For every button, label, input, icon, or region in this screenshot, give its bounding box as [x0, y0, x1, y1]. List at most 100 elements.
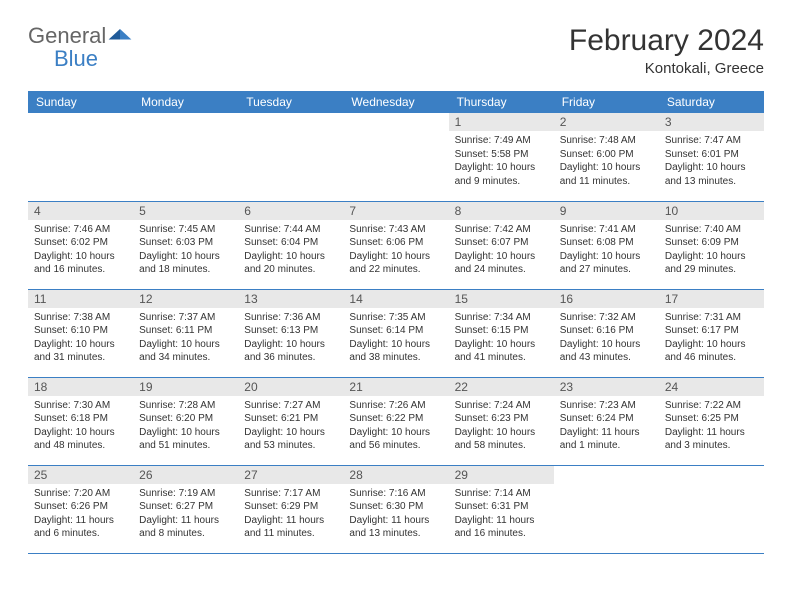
sunrise-text: Sunrise: 7:17 AM — [244, 487, 337, 501]
header: GeneralBlue February 2024 Kontokali, Gre… — [28, 24, 764, 77]
calendar-cell — [133, 113, 238, 201]
calendar-cell: 19Sunrise: 7:28 AMSunset: 6:20 PMDayligh… — [133, 377, 238, 465]
sunset-text: Sunset: 6:29 PM — [244, 500, 337, 514]
sunset-text: Sunset: 6:01 PM — [665, 148, 758, 162]
calendar-cell: 13 Sunrise: 7:36 AMSunset: 6:13 PMDayligh… — [238, 289, 343, 377]
sunset-text: Sunset: 6:22 PM — [349, 412, 442, 426]
day-number — [28, 113, 133, 117]
calendar-cell: 15Sunrise: 7:34 AMSunset: 6:15 PMDayligh… — [449, 289, 554, 377]
sunrise-text: Sunrise: 7:35 AM — [349, 311, 442, 325]
day-number: 18 — [28, 378, 133, 396]
calendar-row: 25Sunrise: 7:20 AMSunset: 6:26 PMDayligh… — [28, 465, 764, 553]
col-saturday: Saturday — [659, 91, 764, 113]
sunrise-text: Sunrise: 7:23 AM — [560, 399, 653, 413]
day-number: 9 — [554, 202, 659, 220]
day-number: 10 — [659, 202, 764, 220]
calendar-cell: 4Sunrise: 7:46 AMSunset: 6:02 PMDaylight… — [28, 201, 133, 289]
daylight-text: Daylight: 11 hours and 6 minutes. — [34, 514, 127, 541]
calendar-row: 1Sunrise: 7:49 AMSunset: 5:58 PMDaylight… — [28, 113, 764, 201]
calendar-cell: 26Sunrise: 7:19 AMSunset: 6:27 PMDayligh… — [133, 465, 238, 553]
sunset-text: Sunset: 6:02 PM — [34, 236, 127, 250]
sunrise-text: Sunrise: 7:27 AM — [244, 399, 337, 413]
calendar-cell — [238, 113, 343, 201]
sunset-text: Sunset: 6:26 PM — [34, 500, 127, 514]
sunset-text: Sunset: 6:27 PM — [139, 500, 232, 514]
daylight-text: Daylight: 10 hours and 51 minutes. — [139, 426, 232, 453]
daylight-text: Daylight: 10 hours and 27 minutes. — [560, 250, 653, 277]
calendar-cell: 10Sunrise: 7:40 AMSunset: 6:09 PMDayligh… — [659, 201, 764, 289]
day-number — [554, 466, 659, 470]
calendar-cell: 20Sunrise: 7:27 AMSunset: 6:21 PMDayligh… — [238, 377, 343, 465]
day-number: 24 — [659, 378, 764, 396]
sunrise-text: Sunrise: 7:43 AM — [349, 223, 442, 237]
daylight-text: Daylight: 10 hours and 46 minutes. — [665, 338, 758, 365]
day-number: 15 — [449, 290, 554, 308]
title-block: February 2024 Kontokali, Greece — [569, 24, 764, 77]
day-content: Sunrise: 7:24 AMSunset: 6:23 PMDaylight:… — [449, 396, 554, 457]
sunrise-text: Sunrise: 7:14 AM — [455, 487, 548, 501]
day-number: 25 — [28, 466, 133, 484]
daylight-text: Daylight: 10 hours and 11 minutes. — [560, 161, 653, 188]
daylight-text: Daylight: 10 hours and 20 minutes. — [244, 250, 337, 277]
calendar-row: 4Sunrise: 7:46 AMSunset: 6:02 PMDaylight… — [28, 201, 764, 289]
day-content: Sunrise: 7:44 AMSunset: 6:04 PMDaylight:… — [238, 220, 343, 281]
sunset-text: Sunset: 6:11 PM — [139, 324, 232, 338]
daylight-text: Daylight: 10 hours and 36 minutes. — [244, 338, 337, 365]
day-number: 4 — [28, 202, 133, 220]
sunrise-text: Sunrise: 7:20 AM — [34, 487, 127, 501]
sunset-text: Sunset: 6:10 PM — [34, 324, 127, 338]
sunset-text: Sunset: 6:31 PM — [455, 500, 548, 514]
location: Kontokali, Greece — [569, 60, 764, 77]
day-content: Sunrise: 7:32 AMSunset: 6:16 PMDaylight:… — [554, 308, 659, 369]
calendar-cell: 27 Sunrise: 7:17 AMSunset: 6:29 PMDayligh… — [238, 465, 343, 553]
day-number: 11 — [28, 290, 133, 308]
day-content: Sunrise: 7:16 AMSunset: 6:30 PMDaylight:… — [343, 484, 448, 545]
daylight-text: Daylight: 10 hours and 31 minutes. — [34, 338, 127, 365]
day-number: 12 — [133, 290, 238, 308]
sunset-text: Sunset: 6:07 PM — [455, 236, 548, 250]
sunset-text: Sunset: 6:03 PM — [139, 236, 232, 250]
calendar-cell: 8Sunrise: 7:42 AMSunset: 6:07 PMDaylight… — [449, 201, 554, 289]
daylight-text: Daylight: 11 hours and 11 minutes. — [244, 514, 337, 541]
day-content: Sunrise: 7:34 AMSunset: 6:15 PMDaylight:… — [449, 308, 554, 369]
day-number: 27 — [238, 466, 343, 484]
day-content: Sunrise: 7:14 AMSunset: 6:31 PMDaylight:… — [449, 484, 554, 545]
day-content: Sunrise: 7:37 AMSunset: 6:11 PMDaylight:… — [133, 308, 238, 369]
daylight-text: Daylight: 10 hours and 34 minutes. — [139, 338, 232, 365]
sunset-text: Sunset: 6:20 PM — [139, 412, 232, 426]
sunrise-text: Sunrise: 7:36 AM — [244, 311, 337, 325]
daylight-text: Daylight: 10 hours and 24 minutes. — [455, 250, 548, 277]
day-content: Sunrise: 7:20 AMSunset: 6:26 PMDaylight:… — [28, 484, 133, 545]
daylight-text: Daylight: 10 hours and 48 minutes. — [34, 426, 127, 453]
sunset-text: Sunset: 6:13 PM — [244, 324, 337, 338]
calendar-row: 18Sunrise: 7:30 AMSunset: 6:18 PMDayligh… — [28, 377, 764, 465]
daylight-text: Daylight: 10 hours and 56 minutes. — [349, 426, 442, 453]
day-number: 23 — [554, 378, 659, 396]
daylight-text: Daylight: 10 hours and 53 minutes. — [244, 426, 337, 453]
daylight-text: Daylight: 11 hours and 16 minutes. — [455, 514, 548, 541]
day-number — [133, 113, 238, 117]
day-content: Sunrise: 7:28 AMSunset: 6:20 PMDaylight:… — [133, 396, 238, 457]
sunset-text: Sunset: 6:23 PM — [455, 412, 548, 426]
sunrise-text: Sunrise: 7:22 AM — [665, 399, 758, 413]
day-number: 13 — [238, 290, 343, 308]
sunrise-text: Sunrise: 7:49 AM — [455, 134, 548, 148]
day-number: 8 — [449, 202, 554, 220]
day-number: 20 — [238, 378, 343, 396]
day-number: 14 — [343, 290, 448, 308]
daylight-text: Daylight: 11 hours and 13 minutes. — [349, 514, 442, 541]
day-number: 17 — [659, 290, 764, 308]
day-content: Sunrise: 7:46 AMSunset: 6:02 PMDaylight:… — [28, 220, 133, 281]
day-number — [343, 113, 448, 117]
day-number: 1 — [449, 113, 554, 131]
day-number: 26 — [133, 466, 238, 484]
calendar-cell: 6Sunrise: 7:44 AMSunset: 6:04 PMDaylight… — [238, 201, 343, 289]
day-content: Sunrise: 7:35 AMSunset: 6:14 PMDaylight:… — [343, 308, 448, 369]
day-number: 29 — [449, 466, 554, 484]
sunrise-text: Sunrise: 7:16 AM — [349, 487, 442, 501]
weekday-header-row: Sunday Monday Tuesday Wednesday Thursday… — [28, 91, 764, 113]
sunrise-text: Sunrise: 7:30 AM — [34, 399, 127, 413]
col-sunday: Sunday — [28, 91, 133, 113]
day-number: 6 — [238, 202, 343, 220]
day-content: Sunrise: 7:22 AMSunset: 6:25 PMDaylight:… — [659, 396, 764, 457]
